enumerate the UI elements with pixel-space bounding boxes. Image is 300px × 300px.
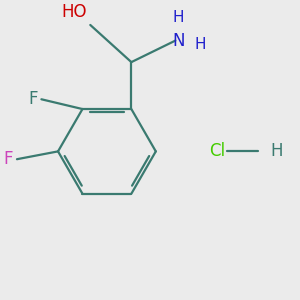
Text: H: H — [195, 37, 206, 52]
Text: F: F — [4, 150, 13, 168]
Text: H: H — [270, 142, 283, 160]
Text: F: F — [28, 90, 38, 108]
Text: Cl: Cl — [210, 142, 226, 160]
Text: H: H — [172, 10, 184, 25]
Text: HO: HO — [62, 3, 87, 21]
Text: N: N — [172, 32, 184, 50]
